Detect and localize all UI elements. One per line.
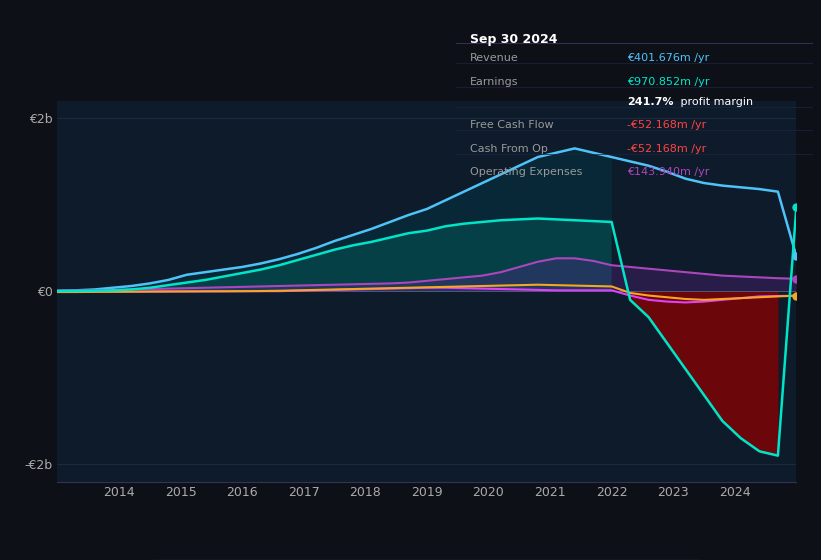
Text: 241.7%: 241.7% — [627, 97, 673, 107]
Text: Earnings: Earnings — [470, 77, 518, 87]
Text: -€52.168m /yr: -€52.168m /yr — [627, 120, 706, 130]
Text: Free Cash Flow: Free Cash Flow — [470, 120, 553, 130]
Text: Operating Expenses: Operating Expenses — [470, 167, 582, 178]
Text: Cash From Op: Cash From Op — [470, 144, 548, 154]
Text: Revenue: Revenue — [470, 53, 519, 63]
Text: €401.676m /yr: €401.676m /yr — [627, 53, 709, 63]
Text: profit margin: profit margin — [677, 97, 753, 107]
Text: €970.852m /yr: €970.852m /yr — [627, 77, 709, 87]
Text: Sep 30 2024: Sep 30 2024 — [470, 33, 557, 46]
Text: €143.940m /yr: €143.940m /yr — [627, 167, 709, 178]
Text: -€52.168m /yr: -€52.168m /yr — [627, 144, 706, 154]
